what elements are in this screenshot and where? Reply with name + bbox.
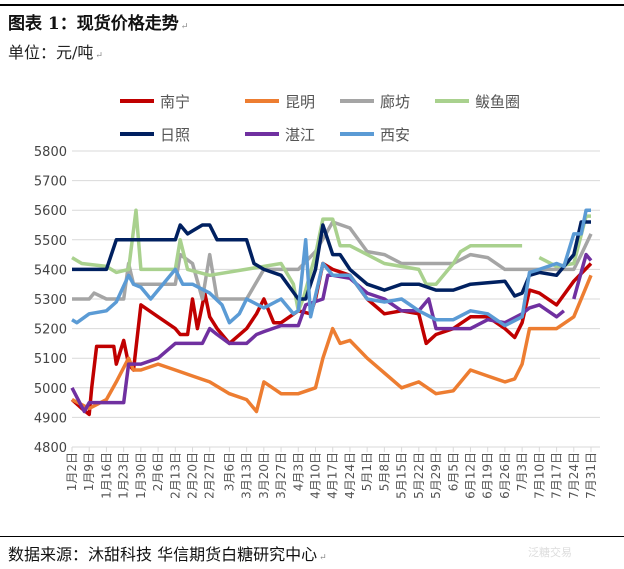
legend-label: 南宁 — [160, 93, 190, 111]
x-tick-label: 7月31日 — [584, 452, 598, 499]
x-tick-label: 7月10日 — [532, 452, 546, 499]
x-tick-label: 4月24日 — [343, 452, 357, 499]
x-tick-label: 7月17日 — [550, 452, 564, 499]
paragraph-mark: ↵ — [95, 51, 103, 61]
legend-label: 西安 — [380, 126, 410, 144]
x-tick-label: 1月16日 — [99, 452, 113, 499]
x-tick-label: 3月6日 — [222, 452, 236, 491]
y-tick-label: 5400 — [34, 263, 67, 278]
x-tick-label: 5月8日 — [377, 452, 391, 491]
x-tick-label: 7月3日 — [515, 452, 529, 491]
source-text: 数据来源：沐甜科技 华信期货白糖研究中心 — [8, 545, 318, 564]
paragraph-mark: ↵ — [319, 553, 327, 563]
x-tick-label: 6月19日 — [481, 452, 495, 499]
legend-label: 昆明 — [285, 93, 315, 111]
series-line-1 — [70, 261, 593, 417]
line-chart: 4800 4900 5000 5100 5200 5300 5400 5500 5600 5700… — [34, 93, 600, 499]
x-tick-label: 3月20日 — [257, 452, 271, 499]
legend-label: 廊坊 — [380, 93, 410, 111]
x-tick-label: 2月6日 — [151, 452, 165, 491]
y-tick-label: 5300 — [34, 293, 67, 308]
x-tick-label: 4月17日 — [326, 452, 340, 499]
series-line-7 — [71, 208, 591, 328]
watermark: 泛糖交易 — [528, 546, 572, 559]
y-tick-label: 5600 — [34, 204, 67, 219]
x-tick-label: 1月9日 — [82, 452, 96, 491]
x-tick-label: 5月22日 — [412, 452, 426, 499]
x-tick-label: 2月13日 — [168, 452, 182, 499]
y-tick-label: 5500 — [34, 234, 67, 249]
figure-title: 图表 1：现货价格走势 ↵ — [8, 9, 188, 34]
x-tick-label: 5月29日 — [429, 452, 443, 499]
x-tick-label: 6月12日 — [463, 452, 477, 499]
x-tick-label: 5月1日 — [360, 452, 374, 491]
x-tick-label: 4月3日 — [291, 452, 305, 491]
y-tick-label: 5000 — [34, 382, 67, 397]
title-text: 图表 1：现货价格走势 — [8, 14, 179, 34]
series-line-2 — [71, 274, 593, 414]
bottom-rule — [0, 536, 624, 537]
x-tick-label: 4月10日 — [309, 452, 323, 499]
x-tick-label: 3月13日 — [240, 452, 254, 499]
y-tick-label: 4800 — [34, 441, 67, 456]
x-tick-label: 2月20日 — [186, 452, 200, 499]
unit-text: 单位：元/吨 — [8, 43, 94, 62]
y-tick-label: 4900 — [34, 411, 67, 426]
x-tick-label: 1月2日 — [65, 452, 79, 491]
x-tick-label: 2月27日 — [203, 452, 217, 499]
x-tick-label: 1月23日 — [117, 452, 131, 499]
x-tick-label: 5月15日 — [395, 452, 409, 499]
top-rule — [0, 4, 624, 6]
series-line-3 — [72, 220, 593, 301]
paragraph-mark: ↵ — [180, 22, 189, 32]
legend-label: 鲅鱼圈 — [475, 93, 520, 111]
series-line-5 — [72, 220, 591, 301]
y-tick-label: 5100 — [34, 352, 67, 367]
x-tick-label: 6月26日 — [498, 452, 512, 499]
x-tick-label: 6月5日 — [446, 452, 460, 491]
x-tick-label: 3月27日 — [274, 452, 288, 499]
legend-label: 湛江 — [285, 126, 315, 144]
legend-label: 日照 — [160, 126, 190, 144]
y-tick-label: 5200 — [34, 323, 67, 338]
x-tick-label: 1月30日 — [134, 452, 148, 499]
data-source: 数据来源：沐甜科技 华信期货白糖研究中心 ↵ — [8, 541, 327, 565]
x-tick-label: 7月24日 — [567, 452, 581, 499]
unit-label: 单位：元/吨 ↵ — [8, 39, 103, 63]
y-tick-label: 5800 — [34, 145, 67, 160]
y-tick-label: 5700 — [34, 175, 67, 190]
